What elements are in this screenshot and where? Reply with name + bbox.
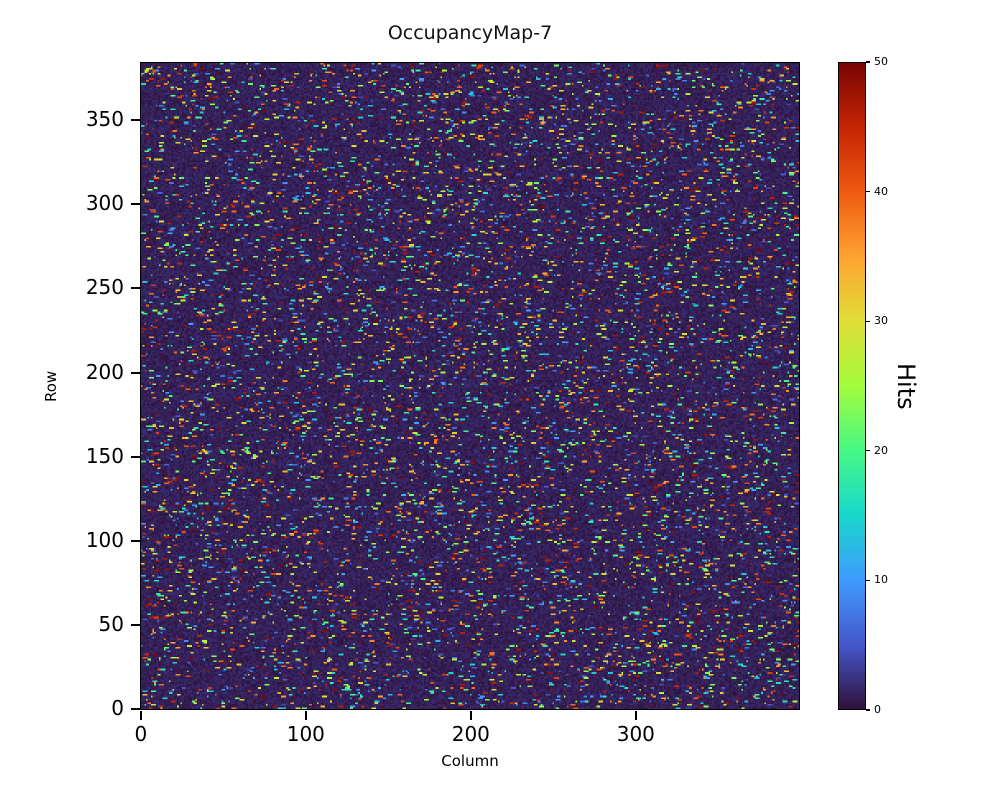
y-tick-label: 50 xyxy=(98,612,124,636)
colorbar-tick-label: 40 xyxy=(874,184,888,198)
y-tick-label: 350 xyxy=(85,107,124,132)
x-tick-label: 300 xyxy=(616,722,655,746)
x-tick-mark xyxy=(634,711,637,720)
x-axis-label: Column xyxy=(441,752,499,770)
y-tick-mark xyxy=(131,119,140,122)
y-tick-mark xyxy=(131,708,140,711)
colorbar-label: Hits xyxy=(892,362,920,410)
colorbar-tick-mark xyxy=(866,61,870,63)
y-tick-label: 100 xyxy=(85,527,124,552)
colorbar-tick-mark xyxy=(866,320,870,322)
x-tick-label: 100 xyxy=(286,722,325,746)
y-tick-label: 300 xyxy=(85,191,124,216)
y-tick-mark xyxy=(131,203,140,206)
y-tick-mark xyxy=(131,624,140,626)
y-tick-mark xyxy=(131,455,140,458)
colorbar-tick-label: 30 xyxy=(874,314,888,328)
colorbar-tick-mark xyxy=(866,709,870,711)
colorbar-tick-label: 50 xyxy=(874,55,888,68)
colorbar-tick-label: 20 xyxy=(874,443,888,457)
heatmap-plot-area xyxy=(140,62,800,710)
colorbar-tick-label: 0 xyxy=(874,703,881,716)
colorbar-tick-mark xyxy=(866,190,870,193)
plot-title: OccupancyMap-7 xyxy=(387,22,553,44)
heatmap-canvas xyxy=(141,63,799,709)
y-tick-label: 150 xyxy=(85,443,124,468)
y-tick-label: 0 xyxy=(111,696,124,721)
x-tick-mark xyxy=(139,711,142,720)
x-tick-label: 0 xyxy=(134,722,148,746)
colorbar xyxy=(838,62,866,710)
colorbar-tick-mark xyxy=(866,579,870,582)
colorbar-tick-mark xyxy=(866,450,870,452)
x-tick-mark xyxy=(304,711,307,720)
y-tick-mark xyxy=(131,287,140,290)
y-tick-mark xyxy=(131,371,140,374)
y-tick-label: 200 xyxy=(85,359,124,384)
x-tick-mark xyxy=(469,711,472,720)
y-tick-mark xyxy=(131,539,140,542)
colorbar-tick-label: 10 xyxy=(874,573,888,587)
x-tick-label: 200 xyxy=(451,722,490,746)
y-tick-label: 250 xyxy=(85,275,124,300)
